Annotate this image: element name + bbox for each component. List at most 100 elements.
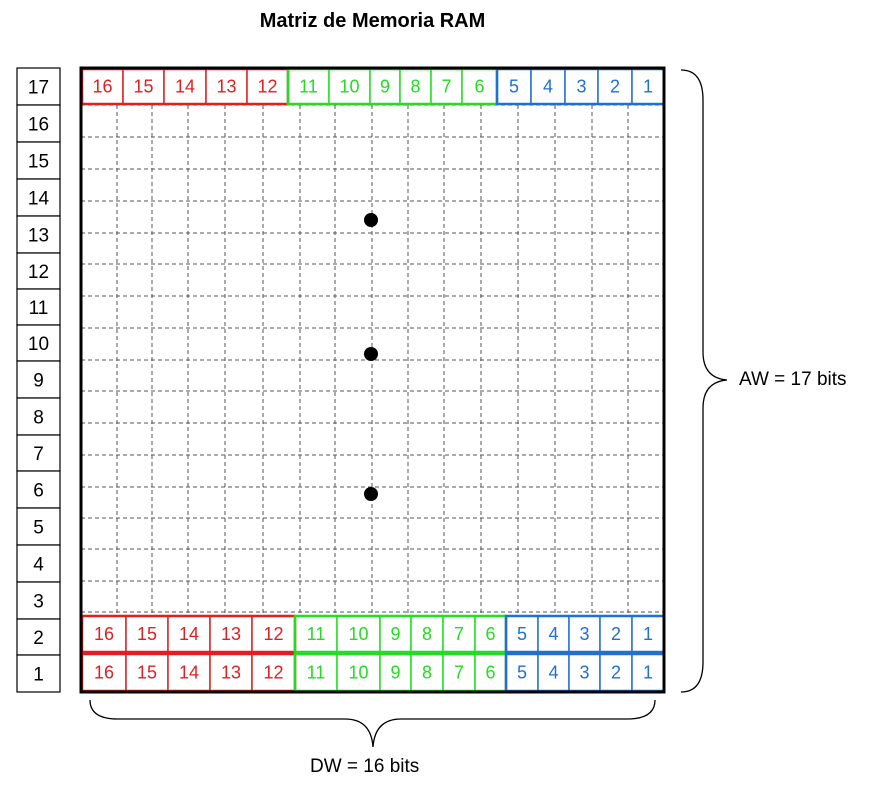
bit-cell	[597, 68, 633, 105]
bit-cell	[209, 615, 253, 653]
continuation-dots	[364, 213, 378, 501]
address-width-label: AW = 17 bits	[739, 369, 847, 390]
bit-label: 3	[576, 77, 586, 97]
bit-label: 12	[263, 624, 283, 644]
bit-label: 7	[454, 624, 464, 644]
ellipsis-dot	[364, 487, 378, 501]
bit-cell	[369, 68, 401, 105]
bit-label: 5	[517, 663, 527, 683]
bit-label: 15	[137, 663, 157, 683]
address-row-label: 16	[28, 115, 49, 136]
diagram-title: Matriz de Memoria RAM	[259, 10, 486, 32]
bit-cell	[410, 653, 444, 692]
bit-cell	[294, 653, 338, 692]
address-row-label: 7	[33, 444, 44, 465]
bit-cell	[336, 615, 381, 653]
address-cell	[16, 324, 61, 362]
aw-brace	[680, 69, 728, 693]
address-row-label: 1	[33, 665, 44, 686]
bit-label: 11	[307, 624, 326, 644]
bit-cell	[474, 615, 507, 653]
address-cell	[16, 252, 61, 290]
bit-cell	[631, 615, 665, 653]
bit-label: 14	[179, 624, 199, 644]
bit-label: 9	[380, 77, 390, 97]
address-cell	[16, 178, 61, 217]
ellipsis-dot	[364, 213, 378, 227]
memory-word-17: 16 15 14 13 12 11 10 9 8 7 6 5 4 3 2 1	[80, 67, 666, 106]
address-cell	[16, 507, 61, 546]
bit-label: 1	[643, 77, 653, 97]
data-width-label: DW = 16 bits	[310, 756, 420, 777]
address-row-label: 2	[33, 628, 44, 649]
bit-label: 6	[485, 624, 495, 644]
bit-label: 2	[611, 624, 621, 644]
bit-cell	[474, 653, 507, 692]
bit-label: 7	[441, 77, 451, 97]
bit-label: 12	[263, 663, 283, 683]
bit-label: 6	[485, 663, 495, 683]
bit-label: 1	[643, 624, 653, 644]
bit-cell	[251, 653, 296, 692]
address-cell	[16, 67, 61, 106]
bit-label: 6	[474, 77, 484, 97]
dw-brace	[89, 699, 656, 748]
bit-label: 3	[579, 663, 589, 683]
address-row-label: 3	[33, 592, 44, 613]
bit-cell	[209, 653, 253, 692]
memory-matrix-border	[79, 66, 666, 694]
empty-memory-grid	[81, 104, 664, 614]
address-row-label: 15	[28, 152, 49, 173]
bit-label: 14	[175, 77, 195, 97]
memory-word-2: 16 15 14 13 12 11 10 9 8 7 6 5 4 3 2 1	[80, 614, 666, 654]
address-cell	[16, 141, 61, 180]
bit-label: 15	[133, 77, 153, 97]
address-row-label: 11	[29, 298, 49, 319]
bit-label: 8	[422, 624, 432, 644]
bit-label: 4	[548, 663, 558, 683]
memory-word-1: 16 15 14 13 12 11 10 9 8 7 6 5 4 3 2 1	[80, 652, 666, 693]
bit-label: 2	[610, 77, 620, 97]
address-row-label: 13	[28, 226, 49, 247]
bit-label: 4	[543, 77, 553, 97]
bit-label: 13	[221, 624, 241, 644]
address-row-label: 9	[33, 371, 44, 392]
bit-label: 8	[422, 663, 432, 683]
bit-label: 13	[221, 663, 241, 683]
bit-label: 1	[643, 663, 653, 683]
ellipsis-dot	[364, 347, 378, 361]
bit-label: 11	[307, 663, 326, 683]
address-cell	[16, 581, 61, 620]
memory-words: 16 15 14 13 12 11 10 9 8 7 6 5 4 3 2 116 15 14 13 12 11 10 9 8 7…	[80, 67, 666, 693]
bit-label: 3	[579, 624, 589, 644]
bit-label: 9	[390, 624, 400, 644]
address-row-label: 12	[28, 262, 49, 283]
address-cell	[16, 544, 61, 583]
address-cell	[16, 360, 61, 399]
bit-label: 7	[454, 663, 464, 683]
bit-label: 9	[390, 663, 400, 683]
bit-label: 14	[179, 663, 199, 683]
address-cell	[16, 654, 61, 693]
bit-label: 16	[92, 77, 112, 97]
bit-label: 13	[216, 77, 236, 97]
address-row-label: 4	[33, 555, 44, 576]
bit-label: 15	[137, 624, 157, 644]
address-cell	[16, 618, 61, 656]
address-cell	[16, 288, 61, 326]
bit-label: 11	[299, 77, 318, 97]
address-row-label: 14	[28, 189, 50, 210]
address-row-label: 17	[28, 78, 49, 99]
bit-label: 12	[257, 77, 277, 97]
bit-label: 5	[517, 624, 527, 644]
bit-label: 4	[548, 624, 558, 644]
bit-label: 2	[611, 663, 621, 683]
bit-label: 16	[94, 663, 114, 683]
bit-label: 16	[94, 624, 114, 644]
address-row-label: 10	[28, 334, 49, 355]
address-cell	[16, 434, 61, 472]
bit-label: 10	[348, 663, 368, 683]
bit-cell	[442, 615, 476, 653]
bit-label: 10	[339, 77, 359, 97]
